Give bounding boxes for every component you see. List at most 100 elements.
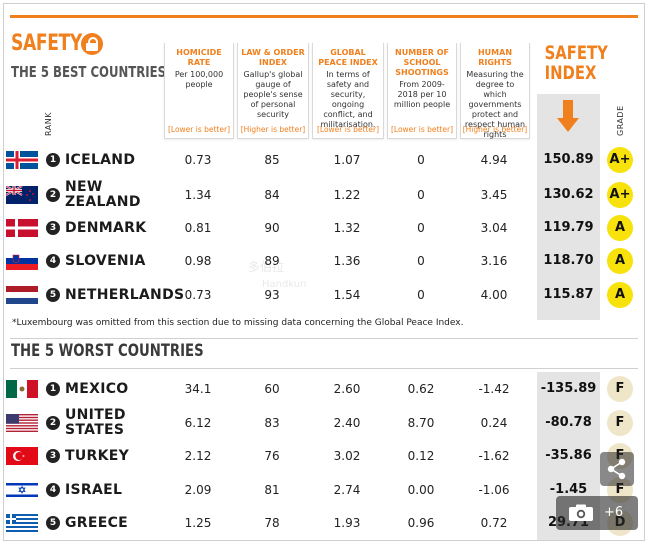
column-note: [Higher is better] bbox=[462, 125, 528, 134]
country-name: GREECE bbox=[65, 515, 129, 531]
column-homicide: HOMICIDE RATE Per 100,000 people [Lower … bbox=[164, 43, 234, 139]
homicide-value: 34.1 bbox=[184, 382, 212, 396]
denmark-flag-icon bbox=[6, 219, 38, 237]
peace-value: 1.54 bbox=[333, 288, 361, 302]
rank-badge: 1 bbox=[46, 382, 60, 396]
country-name: ISRAEL bbox=[65, 482, 123, 498]
safety-index-heading: SAFETY INDEX bbox=[545, 43, 608, 83]
country-name: TURKEY bbox=[65, 448, 130, 464]
peace-value: 2.74 bbox=[333, 483, 361, 497]
safety-index-value: 150.89 bbox=[543, 152, 594, 167]
table-row: 1 MEXICO 34.1 60 2.60 0.62 -1.42 -135.89… bbox=[0, 374, 640, 406]
safety-index-value: 115.87 bbox=[543, 287, 594, 302]
grade-badge: A bbox=[607, 215, 633, 241]
peace-value: 1.36 bbox=[333, 254, 361, 268]
column-desc: From 2009-2018 per 10 million people bbox=[393, 80, 451, 109]
column-note: [Higher is better] bbox=[240, 125, 306, 134]
grade-badge: F bbox=[607, 410, 633, 436]
law-order-value: 85 bbox=[264, 153, 280, 167]
safety-index-value: 119.79 bbox=[543, 220, 594, 235]
table-row: 4 ISRAEL 2.09 81 2.74 0.00 -1.06 -1.45 F bbox=[0, 475, 640, 507]
column-heading: HOMICIDE RATE bbox=[176, 48, 222, 67]
country-name: NETHERLANDS bbox=[65, 287, 185, 303]
column-human-rights: HUMAN RIGHTS Measuring the degree to whi… bbox=[460, 43, 530, 139]
netherlands-flag-icon bbox=[6, 286, 38, 304]
homicide-value: 2.12 bbox=[184, 449, 212, 463]
rank-badge: 5 bbox=[46, 288, 60, 302]
country-name-line1: NEW bbox=[65, 179, 103, 195]
table-row: 2 NEW ZEALAND 1.34 84 1.22 0 3.45 130.62… bbox=[0, 180, 640, 212]
rights-value: 3.45 bbox=[480, 188, 508, 202]
peace-value: 1.93 bbox=[333, 516, 361, 530]
shootings-value: 8.70 bbox=[407, 416, 435, 430]
safety-index-value: -1.45 bbox=[549, 482, 588, 497]
rights-value: 4.00 bbox=[480, 288, 508, 302]
column-desc: Measuring the degree to which government… bbox=[464, 70, 526, 139]
homicide-value: 0.73 bbox=[184, 153, 212, 167]
column-note: [Lower is better] bbox=[167, 125, 231, 134]
grade-badge: A+ bbox=[607, 182, 633, 208]
rank-badge: 2 bbox=[46, 416, 60, 430]
iceland-flag-icon bbox=[6, 151, 38, 169]
rights-value: 3.16 bbox=[480, 254, 508, 268]
country-name-line2: ZEALAND bbox=[65, 194, 141, 210]
rank-column-label: RANK bbox=[44, 112, 53, 136]
column-desc: In terms of safety and security, ongoing… bbox=[320, 70, 376, 129]
homicide-value: 2.09 bbox=[184, 483, 212, 497]
country-name-line2: STATES bbox=[65, 422, 125, 438]
rank-badge: 3 bbox=[46, 221, 60, 235]
greece-flag-icon bbox=[6, 514, 38, 532]
rights-value: -1.42 bbox=[478, 382, 510, 396]
country-name-line1: UNITED bbox=[65, 407, 126, 423]
law-order-value: 78 bbox=[264, 516, 280, 530]
shootings-value: 0.96 bbox=[407, 516, 435, 530]
shootings-value: 0 bbox=[417, 153, 425, 167]
rank-badge: 5 bbox=[46, 516, 60, 530]
safety-index-value: -135.89 bbox=[540, 381, 597, 396]
column-heading: HUMAN RIGHTS bbox=[477, 48, 513, 67]
homicide-value: 6.12 bbox=[184, 416, 212, 430]
peace-value: 1.32 bbox=[333, 221, 361, 235]
law-order-value: 84 bbox=[264, 188, 280, 202]
column-note: [Lower is better] bbox=[316, 125, 380, 134]
turkey-flag-icon bbox=[6, 447, 38, 465]
rights-value: -1.62 bbox=[478, 449, 510, 463]
column-heading: LAW & ORDER INDEX bbox=[241, 48, 305, 67]
photo-count: +6 bbox=[604, 505, 624, 520]
page-title: SAFETY bbox=[11, 31, 82, 56]
shootings-value: 0.12 bbox=[407, 449, 435, 463]
grade-badge: A bbox=[607, 248, 633, 274]
country-name: SLOVENIA bbox=[65, 253, 146, 269]
country-name: NEW ZEALAND bbox=[65, 180, 141, 210]
law-order-value: 89 bbox=[264, 254, 280, 268]
mexico-flag-icon bbox=[6, 380, 38, 398]
rights-value: 4.94 bbox=[480, 153, 508, 167]
rank-badge: 1 bbox=[46, 153, 60, 167]
watermark: 多伯拉 bbox=[248, 260, 285, 274]
shootings-value: 0.62 bbox=[407, 382, 435, 396]
watermark-sub: Handkun bbox=[262, 279, 307, 290]
rights-value: -1.06 bbox=[478, 483, 510, 497]
share-button[interactable] bbox=[600, 452, 634, 486]
grade-badge: A+ bbox=[607, 147, 633, 173]
law-order-value: 81 bbox=[264, 483, 280, 497]
worst-subtitle: THE 5 WORST COUNTRIES bbox=[11, 341, 204, 361]
shootings-value: 0 bbox=[417, 221, 425, 235]
table-row: 4 SLOVENIA 0.98 89 1.36 0 3.16 118.70 A bbox=[0, 246, 640, 278]
israel-flag-icon bbox=[6, 481, 38, 499]
peace-value: 3.02 bbox=[333, 449, 361, 463]
safety-index-value: 130.62 bbox=[543, 187, 594, 202]
safety-index-value: -35.86 bbox=[545, 448, 592, 463]
law-order-value: 60 bbox=[264, 382, 280, 396]
column-shootings: NUMBER OF SCHOOL SHOOTINGS From 2009-201… bbox=[387, 43, 457, 139]
country-name: ICELAND bbox=[65, 152, 136, 168]
safety-index-line2: INDEX bbox=[544, 62, 597, 84]
column-peace: GLOBAL PEACE INDEX In terms of safety an… bbox=[312, 43, 384, 139]
table-row: 3 DENMARK 0.81 90 1.32 0 3.04 119.79 A bbox=[0, 213, 640, 245]
homicide-value: 1.34 bbox=[184, 188, 212, 202]
photo-gallery-button[interactable]: +6 bbox=[556, 496, 638, 530]
footnote: *Luxembourg was omitted from this sectio… bbox=[12, 318, 464, 328]
table-row: 5 GREECE 1.25 78 1.93 0.96 0.72 29.71 D bbox=[0, 508, 640, 540]
arrow-down-icon bbox=[557, 100, 579, 136]
homicide-value: 1.25 bbox=[184, 516, 212, 530]
